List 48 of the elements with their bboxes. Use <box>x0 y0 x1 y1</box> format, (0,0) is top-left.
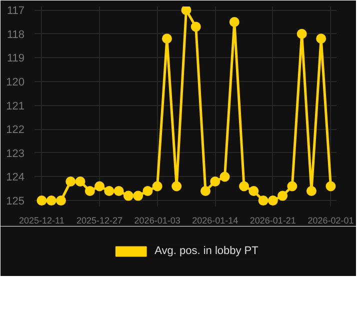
y-tick-label: 124 <box>6 172 25 184</box>
point <box>152 181 162 192</box>
point <box>123 190 134 201</box>
point <box>75 176 86 186</box>
point <box>84 186 95 196</box>
point <box>306 186 316 196</box>
point <box>190 22 201 32</box>
point <box>142 186 153 196</box>
x-tick-label: 2026-01-14 <box>192 216 238 226</box>
x-tick-label: 2026-02-01 <box>308 216 354 226</box>
y-tick-label: 123 <box>6 148 25 160</box>
point <box>46 196 56 206</box>
y-tick-label: 122 <box>6 124 25 136</box>
point <box>220 172 230 182</box>
y-tick-label: 119 <box>6 52 25 65</box>
point <box>296 28 307 39</box>
y-tick-label: 125 <box>6 196 25 208</box>
point <box>66 176 76 186</box>
y-tick-label: 118 <box>6 28 25 41</box>
point <box>248 186 259 196</box>
x-tick-label: 2026-01-03 <box>134 216 180 226</box>
point <box>181 6 192 16</box>
point <box>104 186 114 196</box>
legend-label: Avg. pos. in lobby PT <box>154 245 258 257</box>
point <box>56 196 66 206</box>
point <box>239 181 250 192</box>
point <box>200 186 210 196</box>
point <box>287 181 298 192</box>
x-tick-label: 2025-12-27 <box>76 216 123 226</box>
point <box>172 181 182 192</box>
point <box>114 186 124 196</box>
point <box>133 190 144 201</box>
point <box>162 34 172 44</box>
point <box>268 196 278 206</box>
point <box>229 16 240 27</box>
line-series <box>36 6 336 206</box>
y-tick-label: 121 <box>6 100 25 112</box>
y-tick-label: 117 <box>6 5 25 18</box>
point <box>326 181 336 192</box>
point <box>278 190 288 201</box>
y-tick-label: 120 <box>6 76 25 88</box>
point <box>36 196 47 206</box>
point <box>94 181 105 192</box>
point <box>316 34 326 44</box>
point <box>258 196 268 206</box>
x-tick-label: 2026-01-21 <box>250 216 296 226</box>
point <box>210 176 220 186</box>
x-tick-label: 2025-12-11 <box>19 216 64 226</box>
